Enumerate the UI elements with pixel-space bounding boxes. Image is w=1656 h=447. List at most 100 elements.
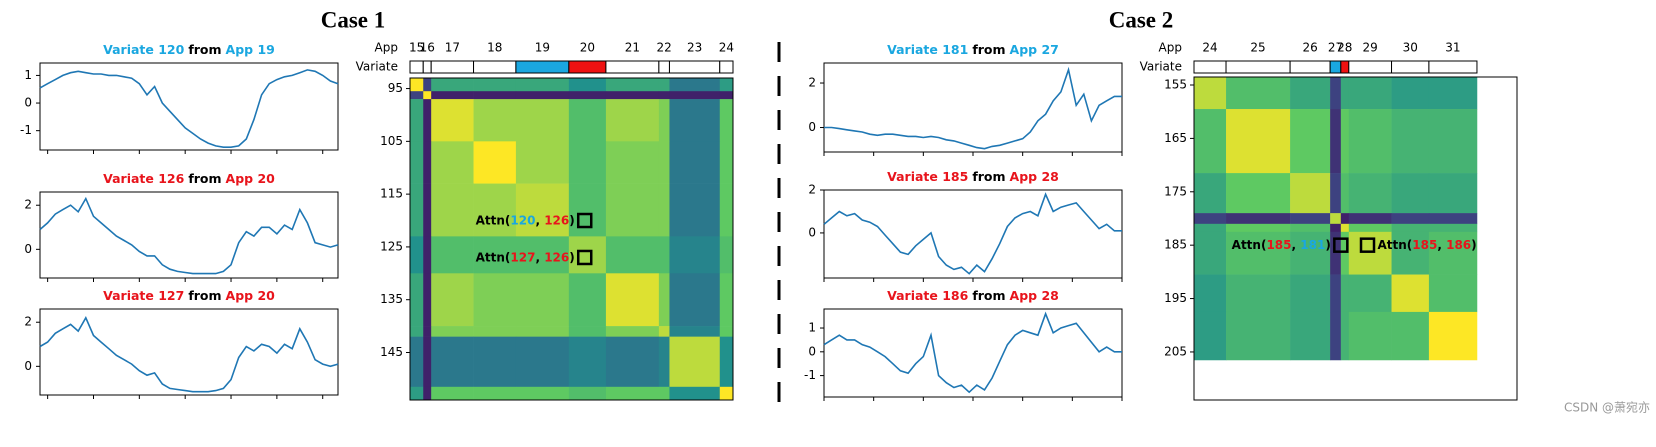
label-part: Attn( — [476, 250, 511, 264]
heat-cell — [1290, 213, 1331, 225]
heat-cell — [658, 141, 670, 184]
heat-cell — [605, 183, 660, 237]
heat-cell — [431, 236, 474, 274]
heat-cell — [669, 183, 721, 237]
series-line — [823, 311, 1122, 394]
heat-cell — [719, 326, 734, 337]
heat-cell — [669, 236, 721, 274]
y-tick-label: 165 — [1164, 131, 1187, 145]
header-label: App — [375, 41, 398, 55]
heat-cell — [1330, 311, 1342, 361]
label-part: 127 — [510, 250, 535, 264]
heat-cell — [1290, 173, 1331, 214]
y-tick-label: 0 — [808, 120, 816, 134]
heat-cell — [719, 78, 734, 92]
heat-cell — [719, 386, 734, 401]
label-part: 181 — [1300, 238, 1325, 252]
y-tick-label: 2 — [808, 76, 816, 90]
heat-cell — [1226, 109, 1291, 174]
heat-cell — [719, 141, 734, 184]
heat-cell — [658, 386, 670, 401]
heat-cell — [1194, 223, 1227, 233]
series-line — [823, 192, 1122, 275]
app-label: 26 — [1302, 41, 1317, 55]
label-part: from — [972, 288, 1005, 303]
heat-cell — [473, 273, 517, 327]
y-tick-label: 0 — [24, 359, 32, 373]
attn-box — [576, 212, 593, 229]
label-part: , — [535, 250, 544, 264]
label: Attn(120, 126) — [476, 213, 575, 227]
heat-cell — [1391, 173, 1430, 214]
heat-cell — [605, 273, 660, 327]
heat-cell — [1290, 311, 1331, 361]
y-tick-label: 1 — [24, 68, 32, 82]
heat-cell — [473, 78, 517, 92]
heat-cell — [1428, 109, 1478, 174]
heat-cell — [515, 183, 570, 237]
heat-cell — [473, 141, 517, 184]
heat-cell — [1194, 311, 1227, 361]
y-tick-label: 185 — [1164, 238, 1187, 252]
label: Variate 120 from App 19 — [103, 42, 275, 57]
heat-cell — [1226, 274, 1291, 313]
app-cell — [668, 60, 721, 74]
heat-cell — [1194, 213, 1227, 225]
heat-cell — [423, 99, 432, 142]
heat-cell — [605, 141, 660, 184]
heat-cell — [423, 91, 432, 100]
heat-frame — [409, 77, 734, 401]
heat-cell — [605, 99, 660, 142]
watermark: CSDN @萧宛亦 — [1564, 400, 1650, 415]
heat-cell — [568, 78, 607, 92]
series-line — [39, 69, 339, 148]
heat-cell — [423, 326, 432, 337]
y-tick-label: 95 — [388, 81, 403, 95]
heat-cell — [605, 91, 660, 100]
label-part: Attn( — [476, 213, 511, 227]
heat-cell — [473, 236, 517, 274]
heat-cell — [1226, 77, 1291, 110]
header-label: Variate — [1140, 60, 1182, 74]
app-cell — [1289, 60, 1331, 74]
case-title: Case 1 — [321, 7, 386, 32]
heat-cell — [605, 236, 660, 274]
plot-frame — [39, 62, 339, 151]
heat-cell — [1348, 213, 1392, 225]
label-part: , — [1292, 238, 1301, 252]
heat-cell — [719, 91, 734, 100]
heat-cell — [1330, 109, 1342, 174]
app-label: 15 — [409, 41, 424, 55]
heat-cell — [658, 91, 670, 100]
heat-cell — [1330, 77, 1342, 110]
label-part: 126 — [544, 213, 569, 227]
heat-cell — [1290, 231, 1331, 275]
label: Attn(127, 126) — [476, 250, 575, 264]
app-cell — [422, 60, 432, 74]
y-tick-label: 135 — [380, 292, 403, 306]
app-label: 24 — [1202, 41, 1217, 55]
heat-cell — [431, 336, 474, 388]
heat-cell — [410, 236, 424, 274]
label-part: App 20 — [226, 171, 276, 186]
label-part: ) — [569, 250, 574, 264]
attn-box — [1333, 237, 1349, 253]
label-part: Variate 181 — [887, 42, 968, 57]
app-label: 16 — [420, 41, 435, 55]
header-label: App — [1159, 41, 1182, 55]
heat-cell — [658, 236, 670, 274]
app-cell — [515, 60, 570, 74]
heat-cell — [1428, 231, 1478, 275]
label-part: ) — [569, 213, 574, 227]
heat-cell — [423, 336, 432, 388]
heat-cell — [431, 386, 474, 401]
label-part: Attn( — [1232, 238, 1267, 252]
heat-cell — [658, 326, 670, 337]
heat-cell — [431, 99, 474, 142]
series-line — [39, 196, 339, 275]
heat-cell — [1340, 223, 1350, 233]
heat-cell — [410, 91, 424, 100]
heat-cell — [473, 386, 517, 401]
heat-cell — [1428, 223, 1478, 233]
label-part: from — [188, 288, 221, 303]
